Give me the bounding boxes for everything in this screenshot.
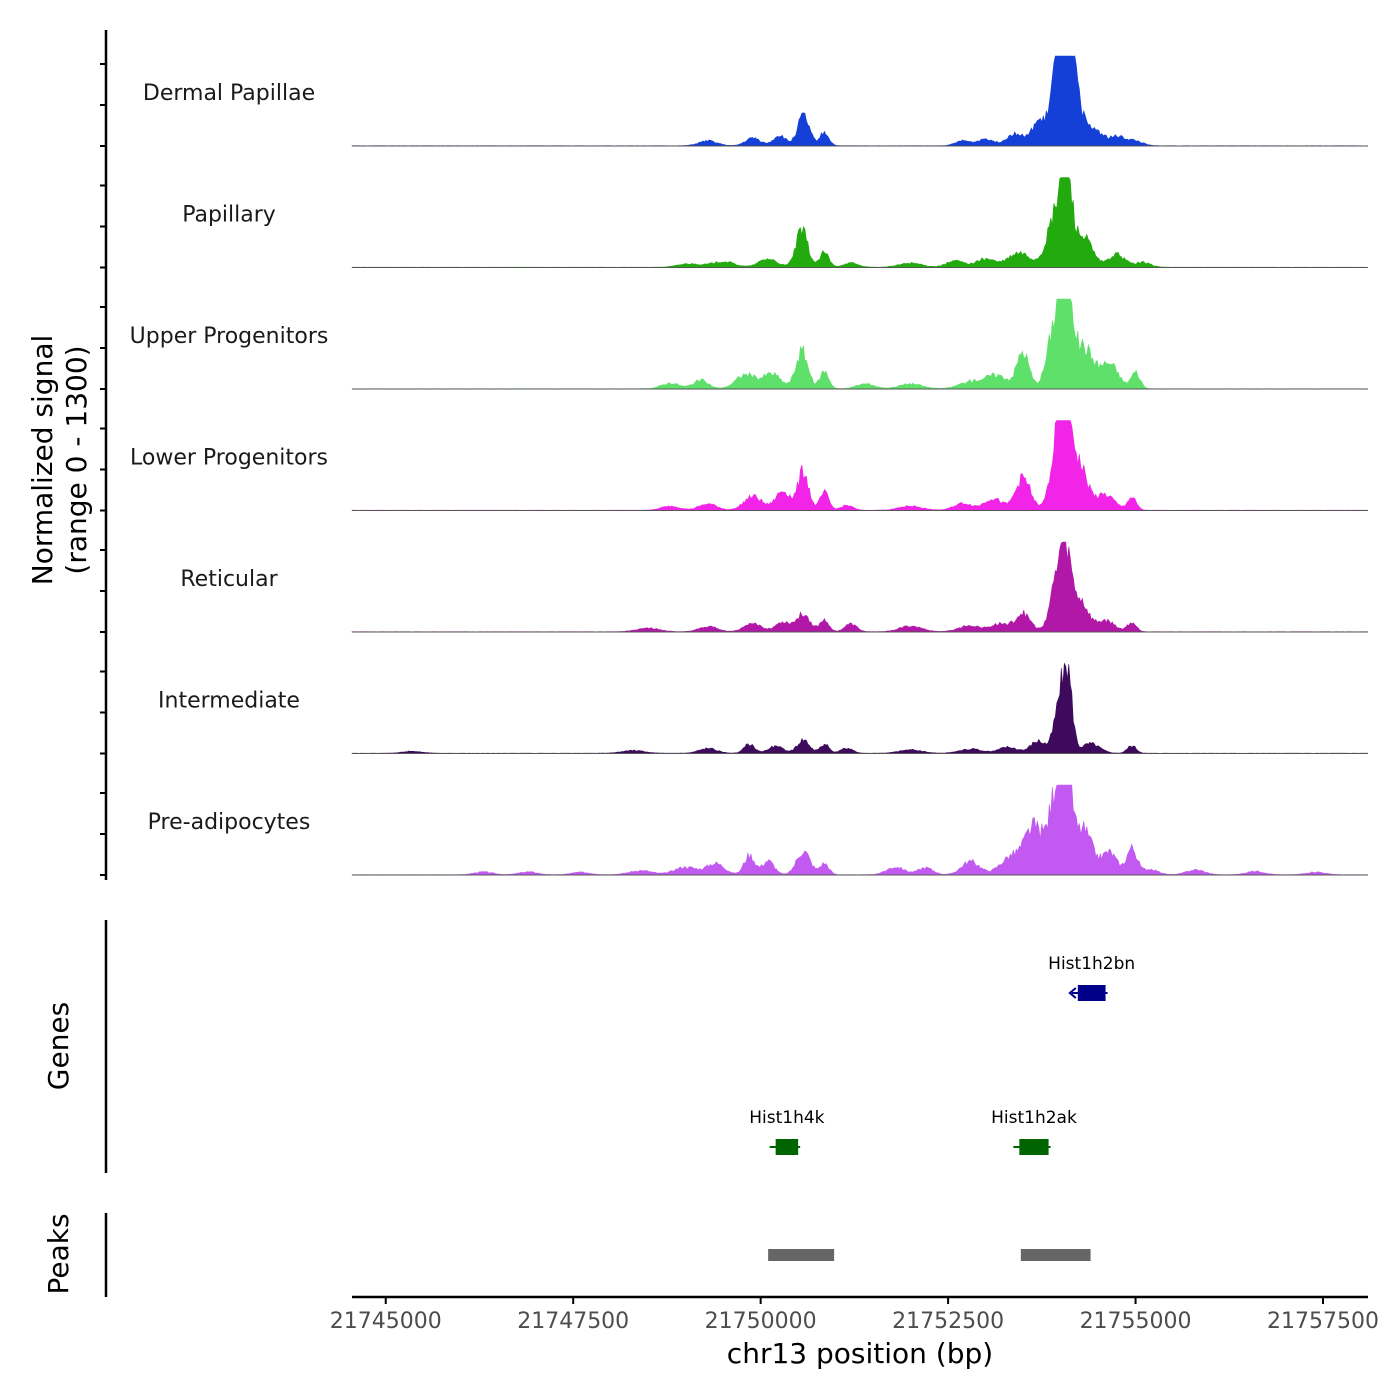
x-tick-label: 21750000	[705, 1309, 817, 1334]
gene-label: Hist1h2ak	[991, 1108, 1077, 1128]
track: Dermal Papillae	[143, 55, 1369, 147]
track-label: Papillary	[182, 203, 276, 228]
track-label: Upper Progenitors	[130, 324, 329, 349]
track-signal-area	[351, 541, 1369, 633]
left-axes	[100, 30, 108, 1297]
track: Papillary	[182, 177, 1369, 268]
gene-label: Hist1h4k	[749, 1108, 824, 1128]
track: Upper Progenitors	[130, 298, 1369, 390]
genes-panel-title: Genes	[42, 1002, 75, 1090]
x-tick-label: 21752500	[892, 1309, 1004, 1334]
genes-panel: Hist1h2bn Hist1h4k Hist1h2ak	[749, 954, 1135, 1155]
track-label: Intermediate	[158, 689, 300, 714]
track-signal-area	[351, 662, 1369, 754]
x-tick-label: 21745000	[330, 1309, 442, 1334]
coverage-tracks: Dermal Papillae Papillary Upper Progenitor…	[130, 55, 1369, 876]
track-label: Reticular	[180, 567, 278, 592]
track-label: Dermal Papillae	[143, 81, 315, 106]
y-axis-title: Normalized signal (range 0 - 1300)	[26, 335, 93, 586]
track-label: Lower Progenitors	[130, 446, 328, 471]
gene-strand-arrow	[1068, 987, 1077, 999]
peaks-panel	[768, 1249, 1091, 1261]
genes-title-text: Genes	[42, 1002, 75, 1090]
peaks-panel-title: Peaks	[42, 1213, 75, 1294]
gene-label: Hist1h2bn	[1048, 954, 1135, 974]
x-tick-label: 21755000	[1080, 1309, 1192, 1334]
gene: Hist1h2bn	[1048, 954, 1135, 1001]
track: Intermediate	[158, 662, 1369, 754]
track: Reticular	[180, 541, 1369, 633]
x-tick-label: 21747500	[517, 1309, 629, 1334]
gene-body	[775, 1139, 799, 1155]
peak-region	[1020, 1249, 1091, 1261]
y-axis-title-line: Normalized signal	[26, 335, 59, 586]
gene-body	[1019, 1139, 1049, 1155]
track-signal-area	[351, 420, 1369, 511]
track-signal-area	[351, 784, 1369, 876]
x-axis: 21745000 21747500 21750000 21752500 21755000…	[330, 1295, 1379, 1370]
gene-body	[1077, 985, 1106, 1001]
y-axis-title-line: (range 0 - 1300)	[60, 345, 93, 574]
x-axis-title: chr13 position (bp)	[727, 1337, 993, 1370]
x-tick-label: 21757500	[1267, 1309, 1379, 1334]
gene: Hist1h2ak	[991, 1108, 1077, 1155]
track-label: Pre-adipocytes	[148, 810, 311, 835]
track-signal-area	[351, 177, 1369, 268]
track: Pre-adipocytes	[148, 784, 1369, 876]
peak-region	[768, 1249, 835, 1261]
track: Lower Progenitors	[130, 420, 1369, 511]
gene: Hist1h4k	[749, 1108, 825, 1155]
track-signal-area	[351, 55, 1369, 147]
track-signal-area	[351, 298, 1369, 390]
peaks-title-text: Peaks	[42, 1213, 75, 1294]
